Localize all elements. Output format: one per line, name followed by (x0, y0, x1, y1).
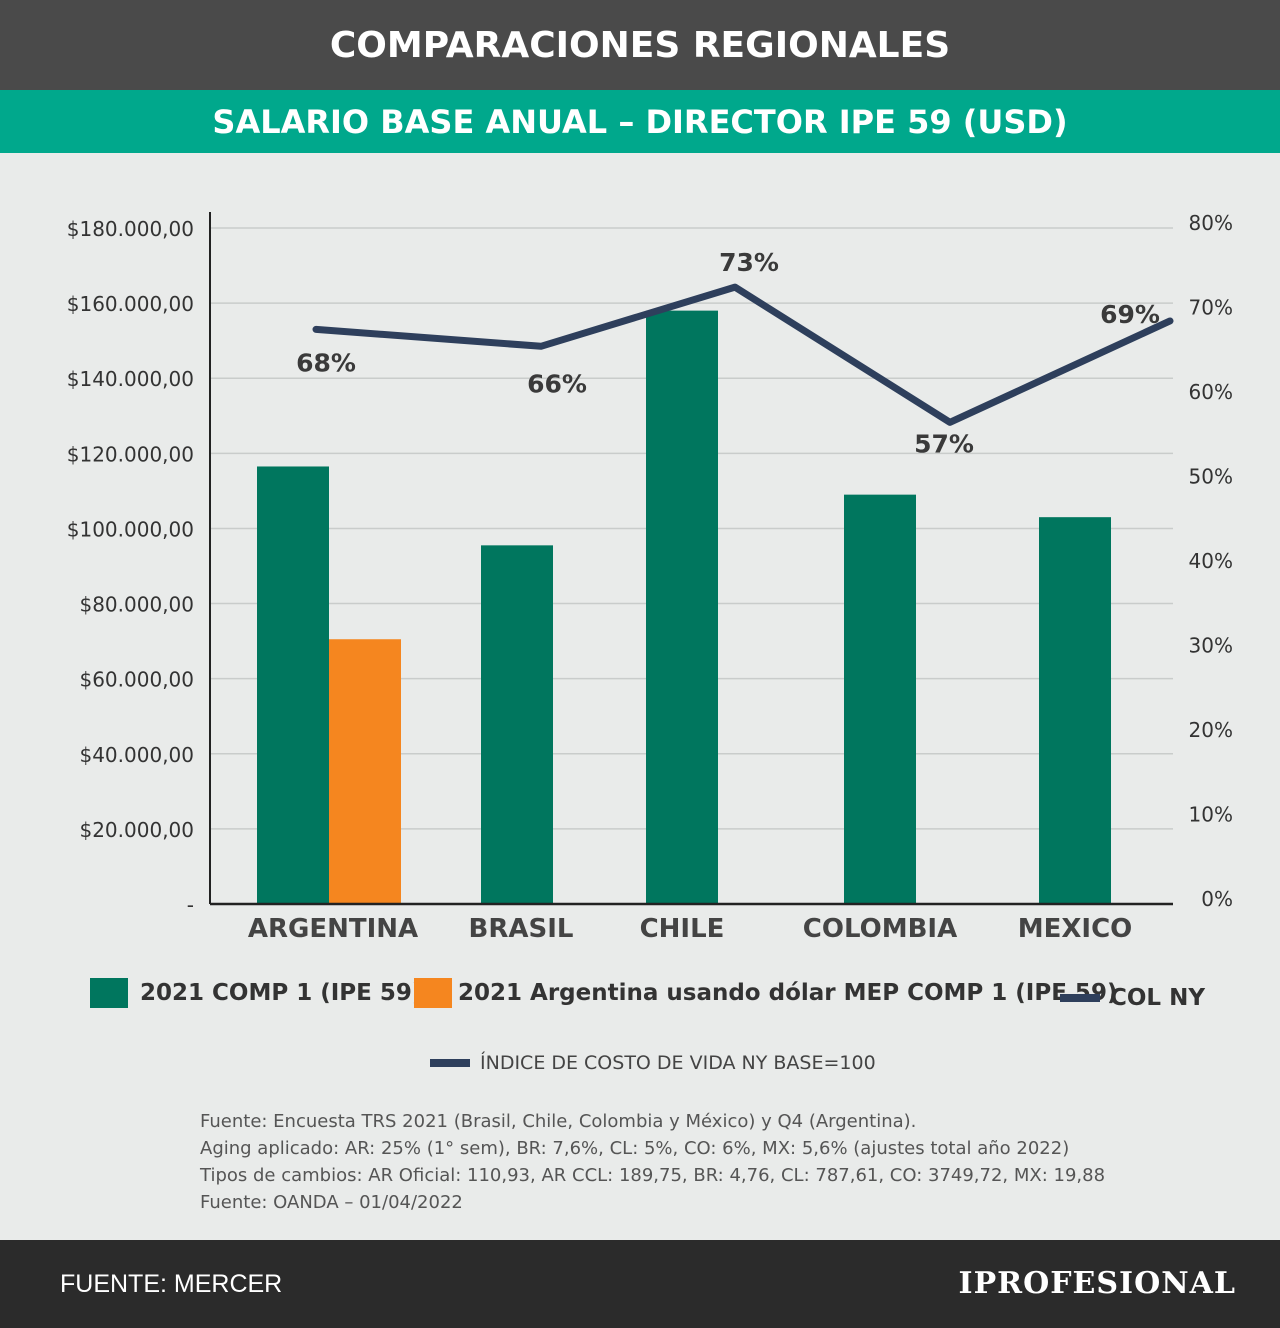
legend-mep-label: 2021 Argentina usando dólar MEP COMP 1 (… (458, 980, 1118, 1006)
footnote-line: Fuente: OANDA – 01/04/2022 (200, 1192, 463, 1213)
x-tick-label: BRASIL (469, 914, 574, 944)
y-tick-label-right: 60% (1189, 380, 1233, 404)
data-label: 66% (527, 369, 587, 398)
y-axis-left-labels: - $20.000,00 $40.000,00 $60.000,00 $80.000,0… (67, 217, 194, 917)
y-tick-label-left: $160.000,00 (67, 292, 194, 316)
col-ny-labels: 68% 66% 73% 57% 69% (296, 248, 1160, 458)
footnote-line: Tipos de cambios: AR Oficial: 110,93, AR… (200, 1165, 1106, 1186)
legend-col-label: COL NY (1110, 985, 1205, 1011)
brand-logo: IPROFESIONAL (958, 1266, 1236, 1301)
y-tick-label-right: 20% (1189, 718, 1233, 742)
legend-col-swatch (1060, 994, 1100, 1002)
data-label: 69% (1100, 300, 1160, 329)
x-axis-labels: ARGENTINA BRASIL CHILE COLOMBIA MEXICO (248, 914, 1132, 944)
legend-col: COL NY (1060, 985, 1205, 1011)
line-series-col-ny (312, 283, 1174, 426)
y-tick-label-right: 70% (1189, 296, 1233, 320)
footer-bar: FUENTE: MERCER IPROFESIONAL (0, 1240, 1280, 1328)
axes (209, 212, 1173, 906)
data-label: 73% (719, 248, 779, 277)
bars (257, 310, 1111, 905)
footnote-line: Aging aplicado: AR: 25% (1° sem), BR: 7,… (200, 1138, 1070, 1159)
page-title: COMPARACIONES REGIONALES (0, 0, 1280, 90)
bar-comp (844, 494, 916, 904)
x-tick-label: MEXICO (1018, 914, 1133, 944)
bar-comp (481, 545, 553, 904)
y-tick-label-left: $20.000,00 (79, 818, 194, 842)
x-tick-label: COLOMBIA (803, 914, 957, 944)
footnote-line: Fuente: Encuesta TRS 2021 (Brasil, Chile… (200, 1111, 917, 1132)
y-tick-label-left: $140.000,00 (67, 367, 194, 391)
footnotes: Fuente: Encuesta TRS 2021 (Brasil, Chile… (200, 1108, 1105, 1216)
y-tick-label-left: $120.000,00 (67, 442, 194, 466)
bar-comp (257, 466, 329, 904)
combo-chart: - $20.000,00 $40.000,00 $60.000,00 $80.000,0… (67, 211, 1233, 944)
legend-index-swatch (430, 1059, 470, 1067)
y-tick-label-left: $60.000,00 (79, 668, 194, 692)
legend-index-label: ÍNDICE DE COSTO DE VIDA NY BASE=100 (480, 1052, 876, 1074)
bar-mep (329, 639, 401, 904)
chart-subtitle: SALARIO BASE ANUAL – DIRECTOR IPE 59 (US… (0, 90, 1280, 153)
y-tick-label-right: 30% (1189, 634, 1233, 658)
x-tick-label: ARGENTINA (248, 914, 418, 944)
legend-index: ÍNDICE DE COSTO DE VIDA NY BASE=100 (430, 1052, 876, 1074)
y-tick-label-right: 50% (1189, 465, 1233, 489)
y-tick-label-left: $80.000,00 (79, 593, 194, 617)
bar-comp (646, 310, 718, 905)
legend-mep-swatch (414, 978, 452, 1008)
y-tick-label-left: $100.000,00 (67, 517, 194, 541)
y-axis-right-labels: 0% 10% 20% 30% 40% 50% 60% 70% 80% (1189, 211, 1233, 911)
y-tick-label-left: $180.000,00 (67, 217, 194, 241)
y-tick-label-left: - (187, 893, 194, 917)
legend-comp: 2021 COMP 1 (IPE 59) (90, 978, 422, 1008)
legend-mep: 2021 Argentina usando dólar MEP COMP 1 (… (414, 978, 1117, 1008)
legend-comp-label: 2021 COMP 1 (IPE 59) (140, 980, 423, 1006)
data-label: 57% (914, 429, 974, 458)
legend-comp-swatch (90, 978, 128, 1008)
y-tick-label-left: $40.000,00 (79, 743, 194, 767)
y-tick-label-right: 80% (1189, 211, 1233, 235)
data-label: 68% (296, 348, 356, 377)
x-tick-label: CHILE (640, 914, 725, 944)
col-ny-line (312, 283, 1174, 426)
y-tick-label-right: 40% (1189, 549, 1233, 573)
bar-comp (1039, 517, 1111, 904)
footer-source: FUENTE: MERCER (60, 1270, 283, 1298)
y-tick-label-right: 10% (1189, 803, 1233, 827)
y-tick-label-right: 0% (1201, 887, 1233, 911)
